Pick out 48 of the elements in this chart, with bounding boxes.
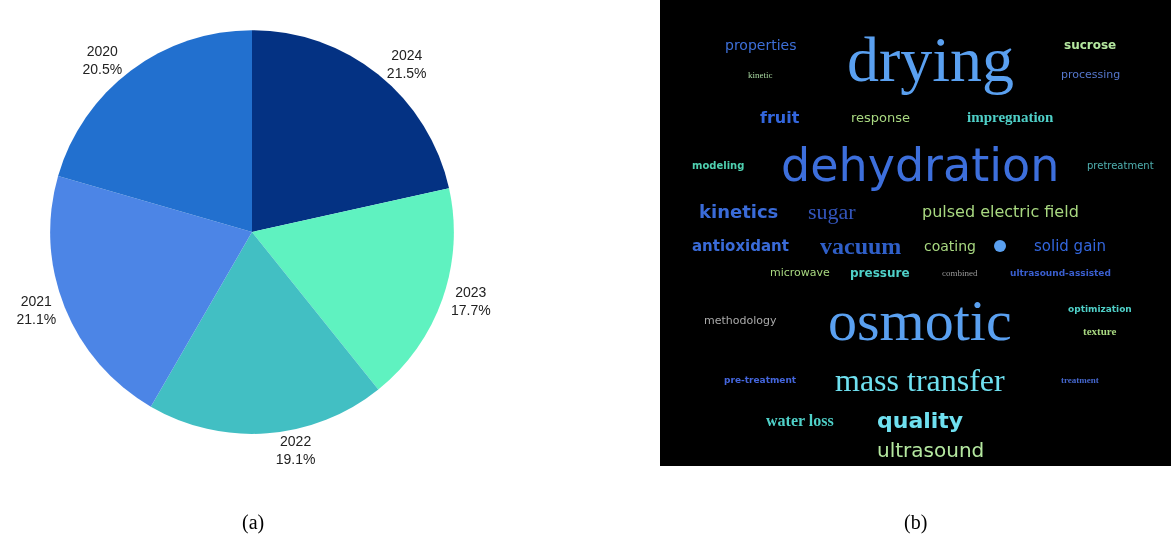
- text: methodology: [704, 314, 777, 327]
- slice-label: 2022: [280, 433, 312, 450]
- data-label: 17.7%: [450, 301, 491, 318]
- data-label: 20.5%: [82, 60, 123, 77]
- text: (a): [242, 511, 265, 534]
- data-label: 21.5%: [386, 65, 427, 82]
- text: antioxidant: [692, 237, 789, 255]
- data-label: 19.1%: [275, 451, 316, 468]
- text: optimization: [1068, 304, 1132, 314]
- slice-label: 2020: [86, 42, 119, 59]
- slice-label: 2023: [455, 283, 487, 300]
- text: modeling: [692, 160, 745, 171]
- pie-slice: [252, 188, 454, 390]
- text: texture: [1083, 325, 1117, 337]
- pie-slice: [252, 30, 450, 233]
- text: properties: [725, 37, 797, 53]
- slice-label: 2021: [20, 292, 53, 309]
- slice-label: 2024: [391, 47, 423, 64]
- text: combined: [942, 268, 978, 278]
- data-label: 21.1%: [16, 310, 57, 327]
- text: ultrasound-assisted: [1010, 268, 1111, 278]
- text: vacuum: [820, 233, 902, 259]
- text: quality: [877, 408, 964, 433]
- text: treatment: [1061, 375, 1099, 385]
- text: impregnation: [967, 109, 1055, 125]
- text: kinetics: [699, 201, 779, 222]
- text: osmotic: [828, 288, 1012, 353]
- text: processing: [1061, 68, 1121, 81]
- text: pre-treatment: [724, 375, 797, 385]
- text: sucrose: [1064, 38, 1117, 52]
- text: dehydration: [781, 138, 1060, 192]
- text: pulsed electric field: [922, 202, 1079, 221]
- text: mass transfer: [835, 362, 1006, 398]
- text: ultrasound: [877, 438, 985, 462]
- text: pressure: [850, 266, 910, 280]
- text: solid gain: [1034, 237, 1107, 255]
- text: microwave: [770, 266, 831, 279]
- text: coating: [924, 238, 976, 254]
- text: response: [851, 110, 911, 125]
- pie-slice: [58, 30, 252, 233]
- text: drying: [847, 24, 1015, 95]
- text: sugar: [808, 199, 857, 224]
- text: water loss: [766, 412, 834, 429]
- text: pretreatment: [1087, 160, 1154, 171]
- pie-slice: [150, 232, 379, 434]
- text: fruit: [760, 108, 800, 127]
- text: (b): [904, 511, 928, 534]
- text: kinetic: [748, 70, 773, 80]
